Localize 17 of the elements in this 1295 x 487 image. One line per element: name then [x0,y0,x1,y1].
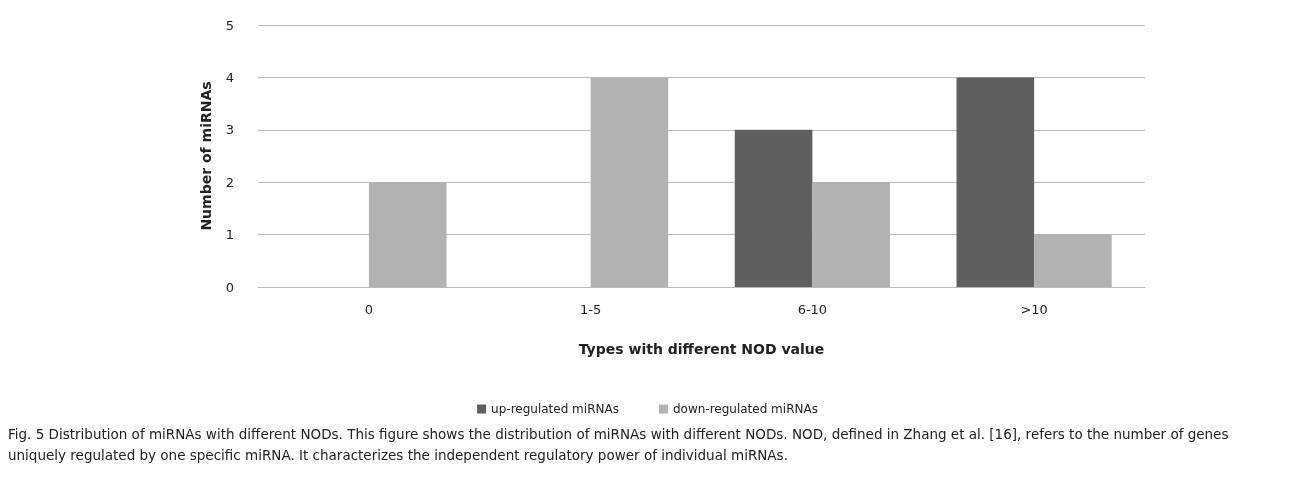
y-tick-label: 4 [225,69,234,85]
caption: Fig. 5 Distribution of miRNAs with different NODs. This figure shows the distribution of miRNAs with different NODs. NOD, defined in Zhang et al. [16], refers to the number of genes uniquely regulated by one specific miRNA. It characterizes the independent regulatory power of individual miRNAs. [8,425,1230,465]
x-tick-label: 0 [364,302,374,317]
x-axis-title: Types with different NOD value [578,341,825,357]
y-tick-label: 5 [225,17,234,33]
y-axis-title: Number of miRNAs [198,81,214,231]
y-tick-label: 1 [225,227,234,243]
bar [956,77,1035,287]
y-tick-label: 0 [225,279,234,295]
y-tick-label: 3 [225,122,234,138]
x-tick-label: >10 [1020,302,1048,317]
legend-label: down-regulated miRNAs [672,402,818,416]
y-tick-label: 2 [225,174,234,190]
bar [734,129,813,287]
x-tick-label: 1-5 [580,302,602,317]
legend-label: up-regulated miRNAs [491,402,619,416]
x-tick-label: 6-10 [797,302,828,317]
